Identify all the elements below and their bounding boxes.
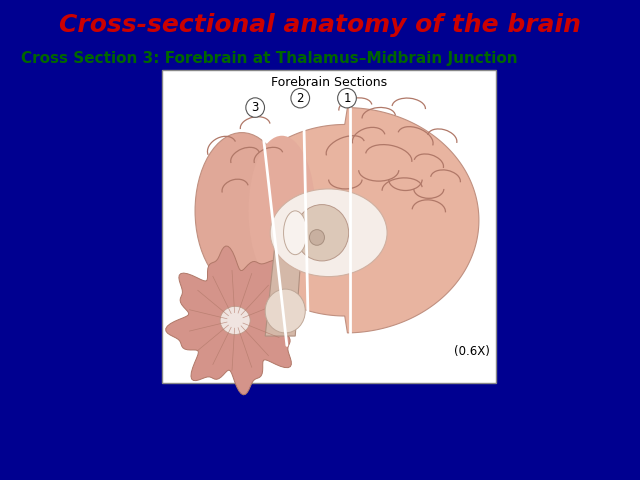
Ellipse shape [284,211,307,255]
Ellipse shape [295,204,349,261]
Polygon shape [166,246,305,395]
Ellipse shape [270,189,387,276]
Text: Cross-sectional anatomy of the brain: Cross-sectional anatomy of the brain [59,13,581,37]
Text: (0.6X): (0.6X) [454,345,490,358]
Circle shape [338,88,356,108]
Text: 3: 3 [252,101,259,114]
Text: Cross Section 3: Forebrain at Thalamus–Midbrain Junction: Cross Section 3: Forebrain at Thalamus–M… [20,50,517,65]
Text: 1: 1 [343,92,351,105]
Ellipse shape [265,289,305,333]
Circle shape [291,88,310,108]
Ellipse shape [220,306,250,335]
Ellipse shape [309,229,324,245]
Circle shape [246,98,264,117]
Polygon shape [265,242,302,336]
Bar [162,70,495,383]
Text: Forebrain Sections: Forebrain Sections [271,76,387,89]
Ellipse shape [195,132,289,289]
Polygon shape [232,108,479,333]
Text: 2: 2 [296,92,304,105]
Ellipse shape [248,136,316,286]
